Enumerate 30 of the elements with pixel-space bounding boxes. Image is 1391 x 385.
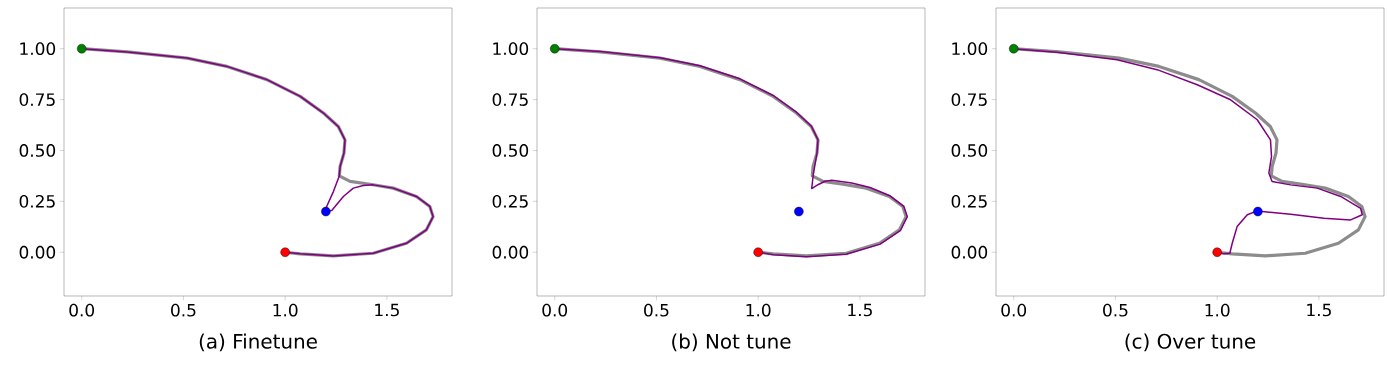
x-tick-label: 0.0: [542, 303, 568, 317]
y-tick-label: 0.25: [19, 194, 55, 208]
y-tick-label: 0.00: [492, 245, 529, 259]
y-tick-label: 0.50: [19, 144, 56, 157]
x-tick-label: 0.5: [1103, 303, 1128, 317]
y-tick-label: 0.25: [492, 194, 528, 208]
x-tick-label: 1.5: [1307, 303, 1331, 317]
y-tick-label: 1.00: [493, 42, 529, 56]
y-tick-label: 0.75: [19, 93, 55, 106]
y-tick-label: 0.50: [492, 144, 529, 157]
y-tick-label: 0.50: [951, 144, 988, 157]
x-tick-label: 0.5: [171, 303, 196, 317]
x-tick-label: 0.5: [644, 303, 669, 317]
y-tick-label: 0.25: [951, 194, 987, 208]
x-tick-label: 1.5: [375, 303, 399, 317]
x-tick-label: 1.0: [746, 303, 771, 317]
x-tick-label: 0.0: [1001, 303, 1027, 317]
x-axis-title: (c) Over tune: [1125, 333, 1256, 352]
x-axis-title: (b) Not tune: [672, 333, 791, 352]
x-axis-title: (a) Finetune: [199, 333, 317, 352]
y-tick-label: 1.00: [20, 42, 56, 56]
y-tick-label: 0.00: [19, 245, 56, 259]
x-tick-label: 0.0: [69, 303, 95, 317]
y-tick-label: 0.75: [951, 93, 987, 106]
y-tick-label: 1.00: [952, 42, 988, 56]
x-tick-label: 1.0: [273, 303, 298, 317]
x-tick-label: 1.5: [848, 303, 872, 317]
x-tick-label: 1.0: [1205, 303, 1230, 317]
y-tick-label: 0.00: [951, 245, 988, 259]
y-tick-label: 0.75: [492, 93, 528, 106]
